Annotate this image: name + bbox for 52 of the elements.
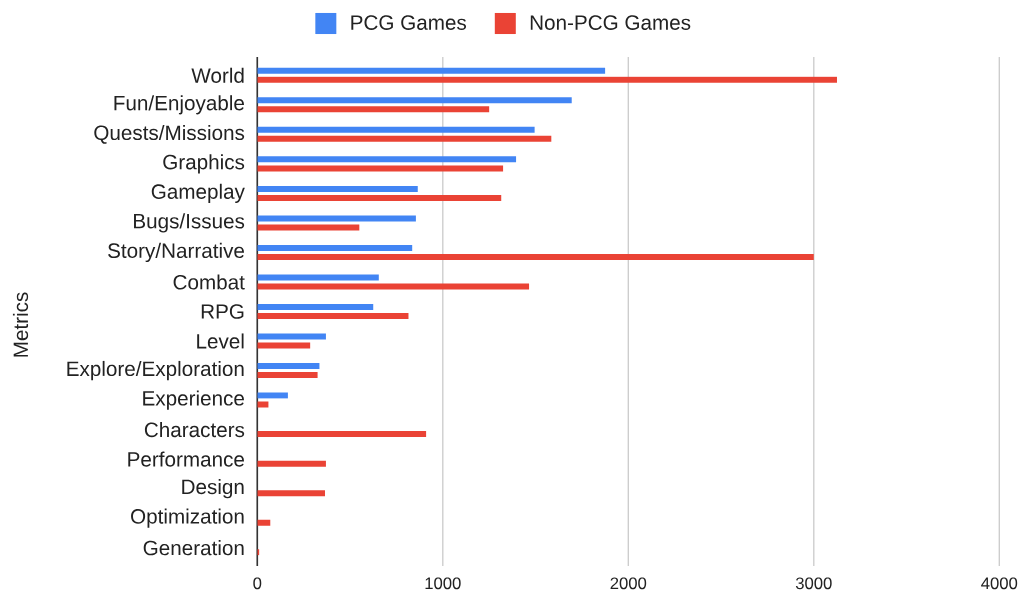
x-tick-label: 3000 bbox=[795, 577, 832, 590]
bar bbox=[257, 283, 530, 290]
bar bbox=[257, 194, 502, 201]
bar bbox=[257, 135, 552, 142]
y-tick-label: Design bbox=[182, 479, 244, 499]
bar bbox=[257, 274, 379, 281]
bar bbox=[257, 165, 504, 172]
bar bbox=[257, 76, 837, 83]
bar bbox=[257, 253, 814, 260]
bar bbox=[257, 313, 409, 319]
x-tick-label: 4000 bbox=[981, 577, 1018, 590]
bar bbox=[257, 185, 418, 192]
bar bbox=[257, 372, 318, 379]
bar bbox=[257, 244, 413, 251]
legend-label: PCG Games bbox=[351, 15, 467, 30]
y-tick-label: Fun/Enjoyable bbox=[114, 95, 244, 115]
bar bbox=[257, 97, 572, 104]
y-tick-label: Story/Narrative bbox=[108, 242, 244, 263]
y-tick-label: Level bbox=[197, 333, 244, 349]
y-tick-label: RPG bbox=[201, 304, 244, 319]
bar bbox=[257, 126, 535, 133]
legend-label: Non-PCG Games bbox=[530, 15, 691, 30]
bar bbox=[257, 401, 269, 408]
x-tick-label: 1000 bbox=[425, 577, 461, 590]
bar bbox=[257, 67, 606, 74]
bar bbox=[257, 342, 311, 349]
bar bbox=[257, 303, 374, 310]
bar bbox=[257, 215, 416, 222]
y-tick-label: Gameplay bbox=[151, 183, 245, 204]
y-tick-label: Quests/Missions bbox=[94, 124, 245, 144]
bar bbox=[257, 156, 517, 163]
x-tick-label: 0 bbox=[253, 577, 262, 590]
y-tick-label: Explore/Exploration bbox=[67, 360, 244, 381]
bar bbox=[257, 224, 360, 231]
y-tick-label: Graphics bbox=[163, 154, 245, 174]
x-tick-label: 2000 bbox=[610, 577, 647, 590]
y-tick-label: Optimization bbox=[131, 508, 244, 528]
bar bbox=[257, 460, 326, 467]
y-tick-label: Characters bbox=[144, 422, 245, 438]
y-tick-label: Combat bbox=[173, 274, 245, 290]
y-tick-label: Bugs/Issues bbox=[134, 213, 245, 233]
y-tick-label: Experience bbox=[143, 390, 244, 410]
bar bbox=[257, 490, 326, 497]
y-tick-label: Generation bbox=[143, 540, 244, 556]
bar bbox=[257, 519, 271, 526]
y-axis-title: Metrics bbox=[12, 292, 29, 357]
bar bbox=[257, 431, 427, 438]
bar bbox=[257, 333, 326, 340]
y-tick-label: World bbox=[191, 67, 244, 83]
y-tick-label: Performance bbox=[128, 451, 244, 467]
bar bbox=[257, 363, 320, 370]
bar bbox=[257, 106, 490, 113]
